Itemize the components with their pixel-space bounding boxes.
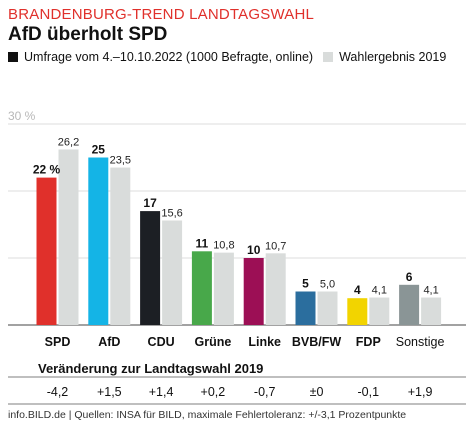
result-value-label: 4,1 [423, 285, 438, 297]
y-tick-label: 30 % [8, 109, 36, 123]
poll-bar-2 [140, 211, 161, 325]
poll-value-label: 4 [354, 283, 361, 297]
result-value-label: 5,0 [320, 279, 335, 291]
category-label: FDP [356, 335, 381, 349]
result-value-label: 26,2 [58, 136, 79, 148]
result-bar-5 [317, 291, 338, 325]
change-value: +1,5 [97, 385, 122, 399]
legend: Umfrage vom 4.–10.10.2022 (1000 Befragte… [8, 50, 470, 64]
legend-poll-swatch [8, 52, 18, 62]
category-label: Sonstige [396, 335, 445, 349]
poll-value-label: 25 [92, 143, 106, 157]
poll-bar-4 [243, 258, 264, 325]
legend-result-label: Wahlergebnis 2019 [339, 50, 447, 64]
change-value: +1,4 [149, 385, 174, 399]
poll-value-label: 22 % [33, 163, 61, 177]
category-label: CDU [148, 335, 175, 349]
poll-bar-7 [399, 284, 420, 325]
result-value-label: 15,6 [161, 207, 182, 219]
chart-title: AfD überholt SPD [8, 24, 168, 45]
source-footer: info.BILD.de | Quellen: INSA für BILD, m… [8, 409, 407, 421]
change-value: -0,7 [254, 385, 276, 399]
category-label: BVB/FW [292, 335, 342, 349]
result-bar-1 [110, 167, 131, 325]
poll-bar-5 [295, 291, 316, 325]
result-value-label: 10,8 [213, 240, 234, 252]
changes-title: Veränderung zur Landtagswahl 2019 [38, 361, 264, 376]
result-bar-3 [213, 252, 234, 325]
change-value: -4,2 [47, 385, 69, 399]
result-bar-7 [421, 297, 442, 325]
poll-value-label: 11 [196, 236, 209, 250]
poll-value-label: 5 [302, 277, 309, 291]
result-bar-2 [162, 220, 183, 325]
poll-bar-3 [191, 251, 212, 325]
category-label: AfD [98, 335, 120, 349]
result-value-label: 10,7 [265, 240, 286, 252]
poll-value-label: 10 [247, 243, 261, 257]
result-bar-0 [58, 149, 79, 325]
legend-poll-label: Umfrage vom 4.–10.10.2022 (1000 Befragte… [24, 50, 314, 64]
change-value: +0,2 [201, 385, 226, 399]
legend-result-swatch [323, 52, 334, 62]
change-value: ±0 [310, 385, 324, 399]
poll-bar-1 [88, 157, 109, 325]
result-bar-6 [369, 297, 390, 325]
poll-value-label: 17 [143, 196, 157, 210]
category-label: SPD [45, 335, 71, 349]
change-value: +1,9 [408, 385, 433, 399]
kicker: BRANDENBURG-TREND LANDTAGSWAHL [8, 6, 315, 23]
poll-value-label: 6 [406, 270, 413, 284]
category-label: Linke [248, 335, 281, 349]
category-label: Grüne [194, 335, 231, 349]
poll-bar-0 [36, 177, 57, 325]
result-value-label: 4,1 [372, 285, 387, 297]
poll-bar-6 [347, 298, 368, 325]
change-value: -0,1 [358, 385, 380, 399]
result-bar-4 [265, 253, 286, 325]
result-value-label: 23,5 [110, 155, 131, 167]
